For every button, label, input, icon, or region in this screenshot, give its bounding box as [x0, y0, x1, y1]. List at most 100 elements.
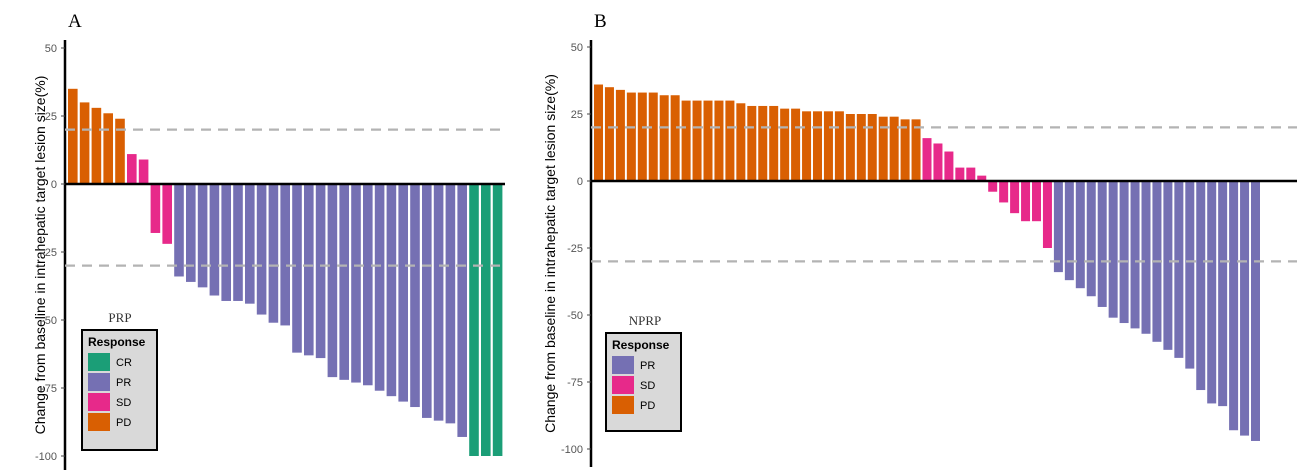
- bar-pd: [91, 107, 102, 184]
- bar-pr: [1086, 181, 1096, 297]
- bar-pr: [422, 184, 432, 418]
- bar-pr: [386, 184, 397, 397]
- bar-pr: [1108, 181, 1118, 318]
- legend-label-pr: PR: [640, 360, 655, 372]
- legend-label-sd: SD: [116, 397, 131, 409]
- legend-title: Response: [88, 335, 146, 349]
- legend-label-cr: CR: [116, 357, 132, 369]
- bar-sd: [955, 167, 965, 181]
- y-tick-label: 50: [45, 43, 57, 55]
- bar-pr: [186, 184, 196, 282]
- panel-a: A Change from baseline in intrahepatic ta…: [32, 11, 505, 470]
- bar-pd: [714, 100, 724, 181]
- bar-pd: [911, 119, 921, 181]
- bar-sd: [138, 159, 149, 184]
- bar-pr: [1218, 181, 1228, 407]
- bar-pd: [115, 118, 125, 184]
- group-title: PRP: [108, 310, 131, 325]
- y-tick-label: -100: [35, 451, 57, 463]
- legend: Response CR PR SD PD: [81, 329, 158, 451]
- y-axis-title: Change from baseline in intrahepatic tar…: [542, 74, 558, 433]
- bar-pr: [445, 184, 456, 424]
- bar-pr: [327, 184, 338, 378]
- panel-label: A: [68, 11, 82, 32]
- bar-pd: [79, 102, 90, 184]
- panel-b: B Change from baseline in intrahepatic ta…: [542, 11, 1297, 467]
- y-tick-label: -75: [41, 383, 57, 395]
- legend-swatch-pd: [612, 396, 634, 414]
- y-axis-title: Change from baseline in intrahepatic tar…: [32, 76, 48, 435]
- y-tick-label: -75: [567, 377, 583, 389]
- legend-swatch-pd: [88, 413, 110, 431]
- bar-pr: [410, 184, 420, 408]
- bar-pr: [1163, 181, 1173, 350]
- bar-pr: [256, 184, 267, 315]
- bar-sd: [988, 181, 998, 192]
- bar-pr: [233, 184, 243, 301]
- bar-pr: [315, 184, 326, 359]
- bar-pr: [1130, 181, 1140, 329]
- bar-pd: [867, 114, 877, 181]
- legend-title: Response: [612, 338, 670, 352]
- bar-pr: [1064, 181, 1074, 281]
- bar-sd: [922, 138, 932, 181]
- legend-swatch-sd: [612, 376, 634, 394]
- bar-pd: [68, 88, 78, 184]
- bar-sd: [1032, 181, 1041, 222]
- legend: Response PR SD PD: [605, 332, 682, 432]
- bar-pd: [703, 100, 713, 181]
- bar-pr: [1207, 181, 1217, 404]
- y-tick-label: -25: [41, 247, 57, 259]
- bar-sd: [977, 175, 987, 181]
- y-tick-label: -25: [567, 243, 583, 255]
- bar-pr: [1174, 181, 1184, 358]
- bar-pr: [280, 184, 290, 326]
- legend-swatch-cr: [88, 353, 110, 371]
- bar-pr: [174, 184, 184, 277]
- bar-pd: [692, 100, 702, 181]
- bar-pd: [594, 84, 603, 181]
- bar-pr: [351, 184, 361, 383]
- bar-pd: [681, 100, 691, 181]
- bar-pd: [889, 116, 899, 181]
- bar-cr: [492, 184, 503, 456]
- bar-pd: [637, 92, 647, 181]
- bar-pr: [197, 184, 208, 288]
- bar-cr: [469, 184, 479, 456]
- bar-pr: [1185, 181, 1195, 369]
- bar-pr: [363, 184, 373, 386]
- bar-pd: [823, 111, 833, 181]
- bar-pd: [791, 108, 801, 181]
- bar-pd: [670, 95, 680, 181]
- legend-swatch-pr: [612, 356, 634, 374]
- bar-pr: [433, 184, 444, 421]
- bar-pr: [245, 184, 255, 304]
- bar-sd: [1010, 181, 1020, 214]
- y-tick-label: 0: [577, 176, 583, 188]
- bar-pd: [103, 113, 113, 184]
- bar-sd: [966, 167, 976, 181]
- bar-pr: [209, 184, 220, 296]
- panel-label: B: [594, 11, 607, 32]
- bar-pr: [1251, 181, 1260, 441]
- bar-sd: [150, 184, 161, 233]
- bar-pd: [769, 105, 779, 181]
- legend-label-pr: PR: [116, 377, 131, 389]
- bar-sd: [933, 143, 943, 181]
- bar-pr: [221, 184, 231, 301]
- bar-pr: [1196, 181, 1206, 391]
- bar-pr: [1240, 181, 1250, 436]
- bar-pr: [457, 184, 467, 437]
- bar-pd: [878, 116, 888, 181]
- bar-sd: [1021, 181, 1031, 222]
- bar-pd: [802, 111, 812, 181]
- y-tick-label: -50: [567, 310, 583, 322]
- group-title: NPRP: [629, 313, 662, 328]
- legend-label-sd: SD: [640, 380, 655, 392]
- bar-sd: [162, 184, 172, 244]
- bar-sd: [127, 154, 137, 184]
- bar-pd: [834, 111, 844, 181]
- bar-pd: [758, 105, 768, 181]
- bar-cr: [481, 184, 491, 456]
